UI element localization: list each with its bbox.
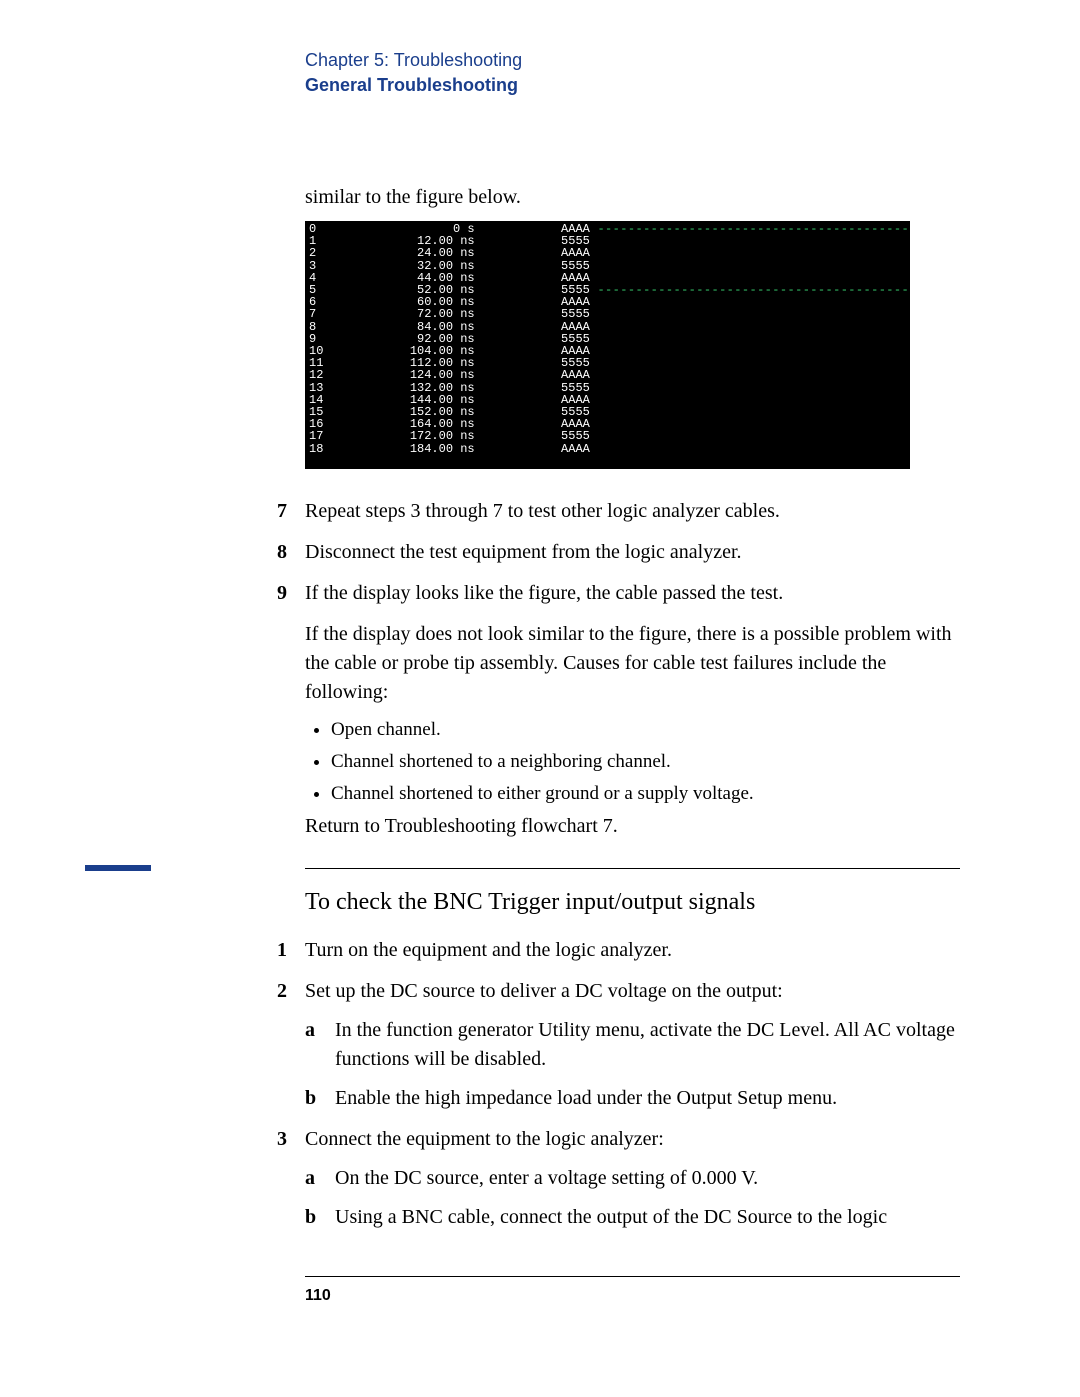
page-number: 110 <box>305 1287 960 1305</box>
sub-step-letter: b <box>305 1084 316 1113</box>
sub-step-text: On the DC source, enter a voltage settin… <box>335 1167 758 1189</box>
step-number: 7 <box>277 497 287 526</box>
sub-step-text: Enable the high impedance load under the… <box>335 1087 837 1109</box>
sub-step-text: Using a BNC cable, connect the output of… <box>335 1206 887 1228</box>
terminal-output: 0 0 s AAAA -----------------------------… <box>305 221 910 469</box>
step-text: If the display looks like the figure, th… <box>305 582 783 604</box>
terminal-row: 3 32.00 ns 5555 <box>309 260 910 272</box>
footer-rule <box>305 1276 960 1277</box>
return-text: Return to Troubleshooting flowchart 7. <box>305 815 960 838</box>
step-item: 7Repeat steps 3 through 7 to test other … <box>305 497 960 526</box>
sub-step-letter: a <box>305 1164 315 1193</box>
step-item: 8Disconnect the test equipment from the … <box>305 538 960 567</box>
terminal-row: 7 72.00 ns 5555 <box>309 308 910 320</box>
cause-item: Open channel. <box>331 719 960 741</box>
terminal-row: 12 124.00 ns AAAA <box>309 369 910 381</box>
steps2-list: 1Turn on the equipment and the logic ana… <box>305 936 960 1232</box>
step-number: 1 <box>277 936 287 965</box>
steps-list: 7Repeat steps 3 through 7 to test other … <box>305 497 960 608</box>
failure-intro: If the display does not look similar to … <box>305 620 960 707</box>
page: Chapter 5: Troubleshooting General Troub… <box>0 0 1080 1345</box>
sub-step-text: In the function generator Utility menu, … <box>335 1019 955 1070</box>
body-area: similar to the figure below. 0 0 s AAAA … <box>305 186 960 1305</box>
sub-step-item: b Enable the high impedance load under th… <box>305 1084 960 1113</box>
blue-tab <box>85 865 151 871</box>
sub-steps: a On the DC source, enter a voltage setti… <box>305 1164 960 1232</box>
step-text: Set up the DC source to deliver a DC vol… <box>305 980 783 1002</box>
section-title: To check the BNC Trigger input/output si… <box>305 889 960 916</box>
causes-list: Open channel. Channel shortened to a neig… <box>331 719 960 805</box>
header-chapter: Chapter 5: Troubleshooting <box>305 50 960 71</box>
sub-step-letter: a <box>305 1016 315 1045</box>
terminal-row: 18 184.00 ns AAAA <box>309 443 910 455</box>
section-rule <box>305 868 960 869</box>
terminal-row: 2 24.00 ns AAAA <box>309 247 910 259</box>
sub-step-item: a On the DC source, enter a voltage setti… <box>305 1164 960 1193</box>
sub-step-letter: b <box>305 1203 316 1232</box>
step-number: 9 <box>277 579 287 608</box>
step-item: 3Connect the equipment to the logic anal… <box>305 1125 960 1232</box>
step-item: 9If the display looks like the figure, t… <box>305 579 960 608</box>
terminal-row: 17 172.00 ns 5555 <box>309 430 910 442</box>
sub-steps: a In the function generator Utility menu,… <box>305 1016 960 1113</box>
sub-step-item: a In the function generator Utility menu,… <box>305 1016 960 1074</box>
step-text: Repeat steps 3 through 7 to test other l… <box>305 500 780 522</box>
terminal-row: 13 132.00 ns 5555 <box>309 382 910 394</box>
cause-item: Channel shortened to a neighboring chann… <box>331 751 960 773</box>
step-text: Disconnect the test equipment from the l… <box>305 541 742 563</box>
header-section: General Troubleshooting <box>305 75 960 96</box>
step-text: Connect the equipment to the logic analy… <box>305 1128 664 1150</box>
sub-step-item: b Using a BNC cable, connect the output o… <box>305 1203 960 1232</box>
intro-text: similar to the figure below. <box>305 186 960 209</box>
cause-item: Channel shortened to either ground or a … <box>331 783 960 805</box>
section-divider <box>305 868 960 869</box>
step-number: 8 <box>277 538 287 567</box>
step-number: 2 <box>277 977 287 1006</box>
terminal-row: 8 84.00 ns AAAA <box>309 321 910 333</box>
step-text: Turn on the equipment and the logic anal… <box>305 939 672 961</box>
step-item: 1Turn on the equipment and the logic ana… <box>305 936 960 965</box>
step-number: 3 <box>277 1125 287 1154</box>
step-item: 2Set up the DC source to deliver a DC vo… <box>305 977 960 1113</box>
